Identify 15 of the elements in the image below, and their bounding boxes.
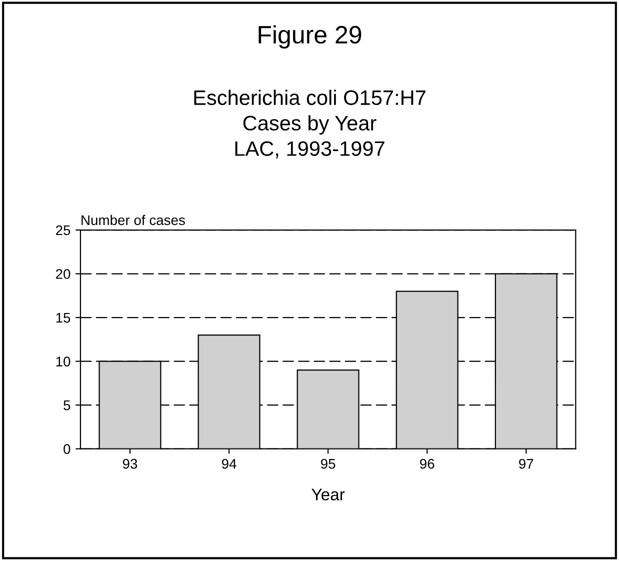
y-axis-title: Number of cases [82,214,185,226]
x-tick-label: 97 [519,458,534,469]
x-tick-label: 95 [321,458,336,469]
y-tick-label: 0 [64,444,70,454]
y-tick-label: 25 [56,225,70,236]
x-tick-label: 94 [222,458,236,469]
x-tick-label: 93 [122,458,138,469]
chart-subtitle: Escherichia coli O157:H7 Cases by Year LAC, 1993-1997 [194,90,426,158]
x-axis-title: Year [312,488,345,500]
x-tick-label: 96 [420,458,434,469]
chart-title: Figure 29 [258,25,362,49]
y-tick-label: 20 [56,269,70,279]
y-tick-label: 15 [56,313,70,323]
y-tick-label: 5 [64,400,70,410]
y-tick-label: 10 [56,356,70,366]
